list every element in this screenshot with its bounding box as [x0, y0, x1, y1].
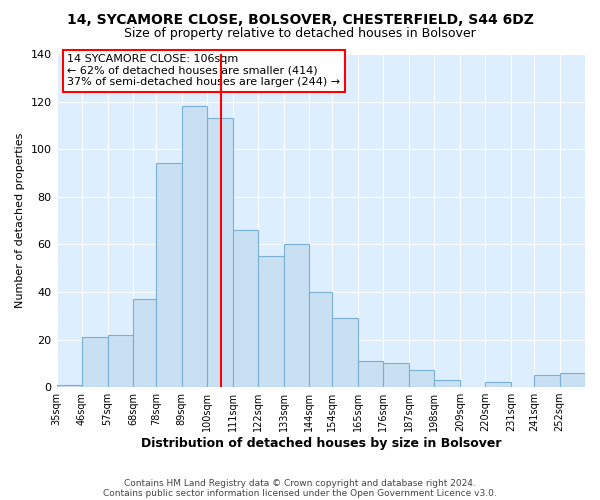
Bar [133, 299, 156, 387]
Bar [82, 337, 107, 387]
Bar [409, 370, 434, 387]
X-axis label: Distribution of detached houses by size in Bolsover: Distribution of detached houses by size … [140, 437, 501, 450]
Bar [258, 256, 284, 387]
Text: 14 SYCAMORE CLOSE: 106sqm
← 62% of detached houses are smaller (414)
37% of semi: 14 SYCAMORE CLOSE: 106sqm ← 62% of detac… [67, 54, 340, 87]
Bar [560, 373, 585, 387]
Bar [383, 364, 409, 387]
Bar [332, 318, 358, 387]
Text: Contains public sector information licensed under the Open Government Licence v3: Contains public sector information licen… [103, 488, 497, 498]
Y-axis label: Number of detached properties: Number of detached properties [15, 133, 25, 308]
Bar [309, 292, 332, 387]
Bar [182, 106, 207, 387]
Bar [207, 118, 233, 387]
Bar [485, 382, 511, 387]
Bar [56, 384, 82, 387]
Bar [156, 164, 182, 387]
Bar [284, 244, 309, 387]
Text: Contains HM Land Registry data © Crown copyright and database right 2024.: Contains HM Land Registry data © Crown c… [124, 478, 476, 488]
Text: 14, SYCAMORE CLOSE, BOLSOVER, CHESTERFIELD, S44 6DZ: 14, SYCAMORE CLOSE, BOLSOVER, CHESTERFIE… [67, 12, 533, 26]
Bar [233, 230, 258, 387]
Bar [107, 334, 133, 387]
Bar [534, 375, 560, 387]
Bar [358, 361, 383, 387]
Bar [434, 380, 460, 387]
Text: Size of property relative to detached houses in Bolsover: Size of property relative to detached ho… [124, 28, 476, 40]
